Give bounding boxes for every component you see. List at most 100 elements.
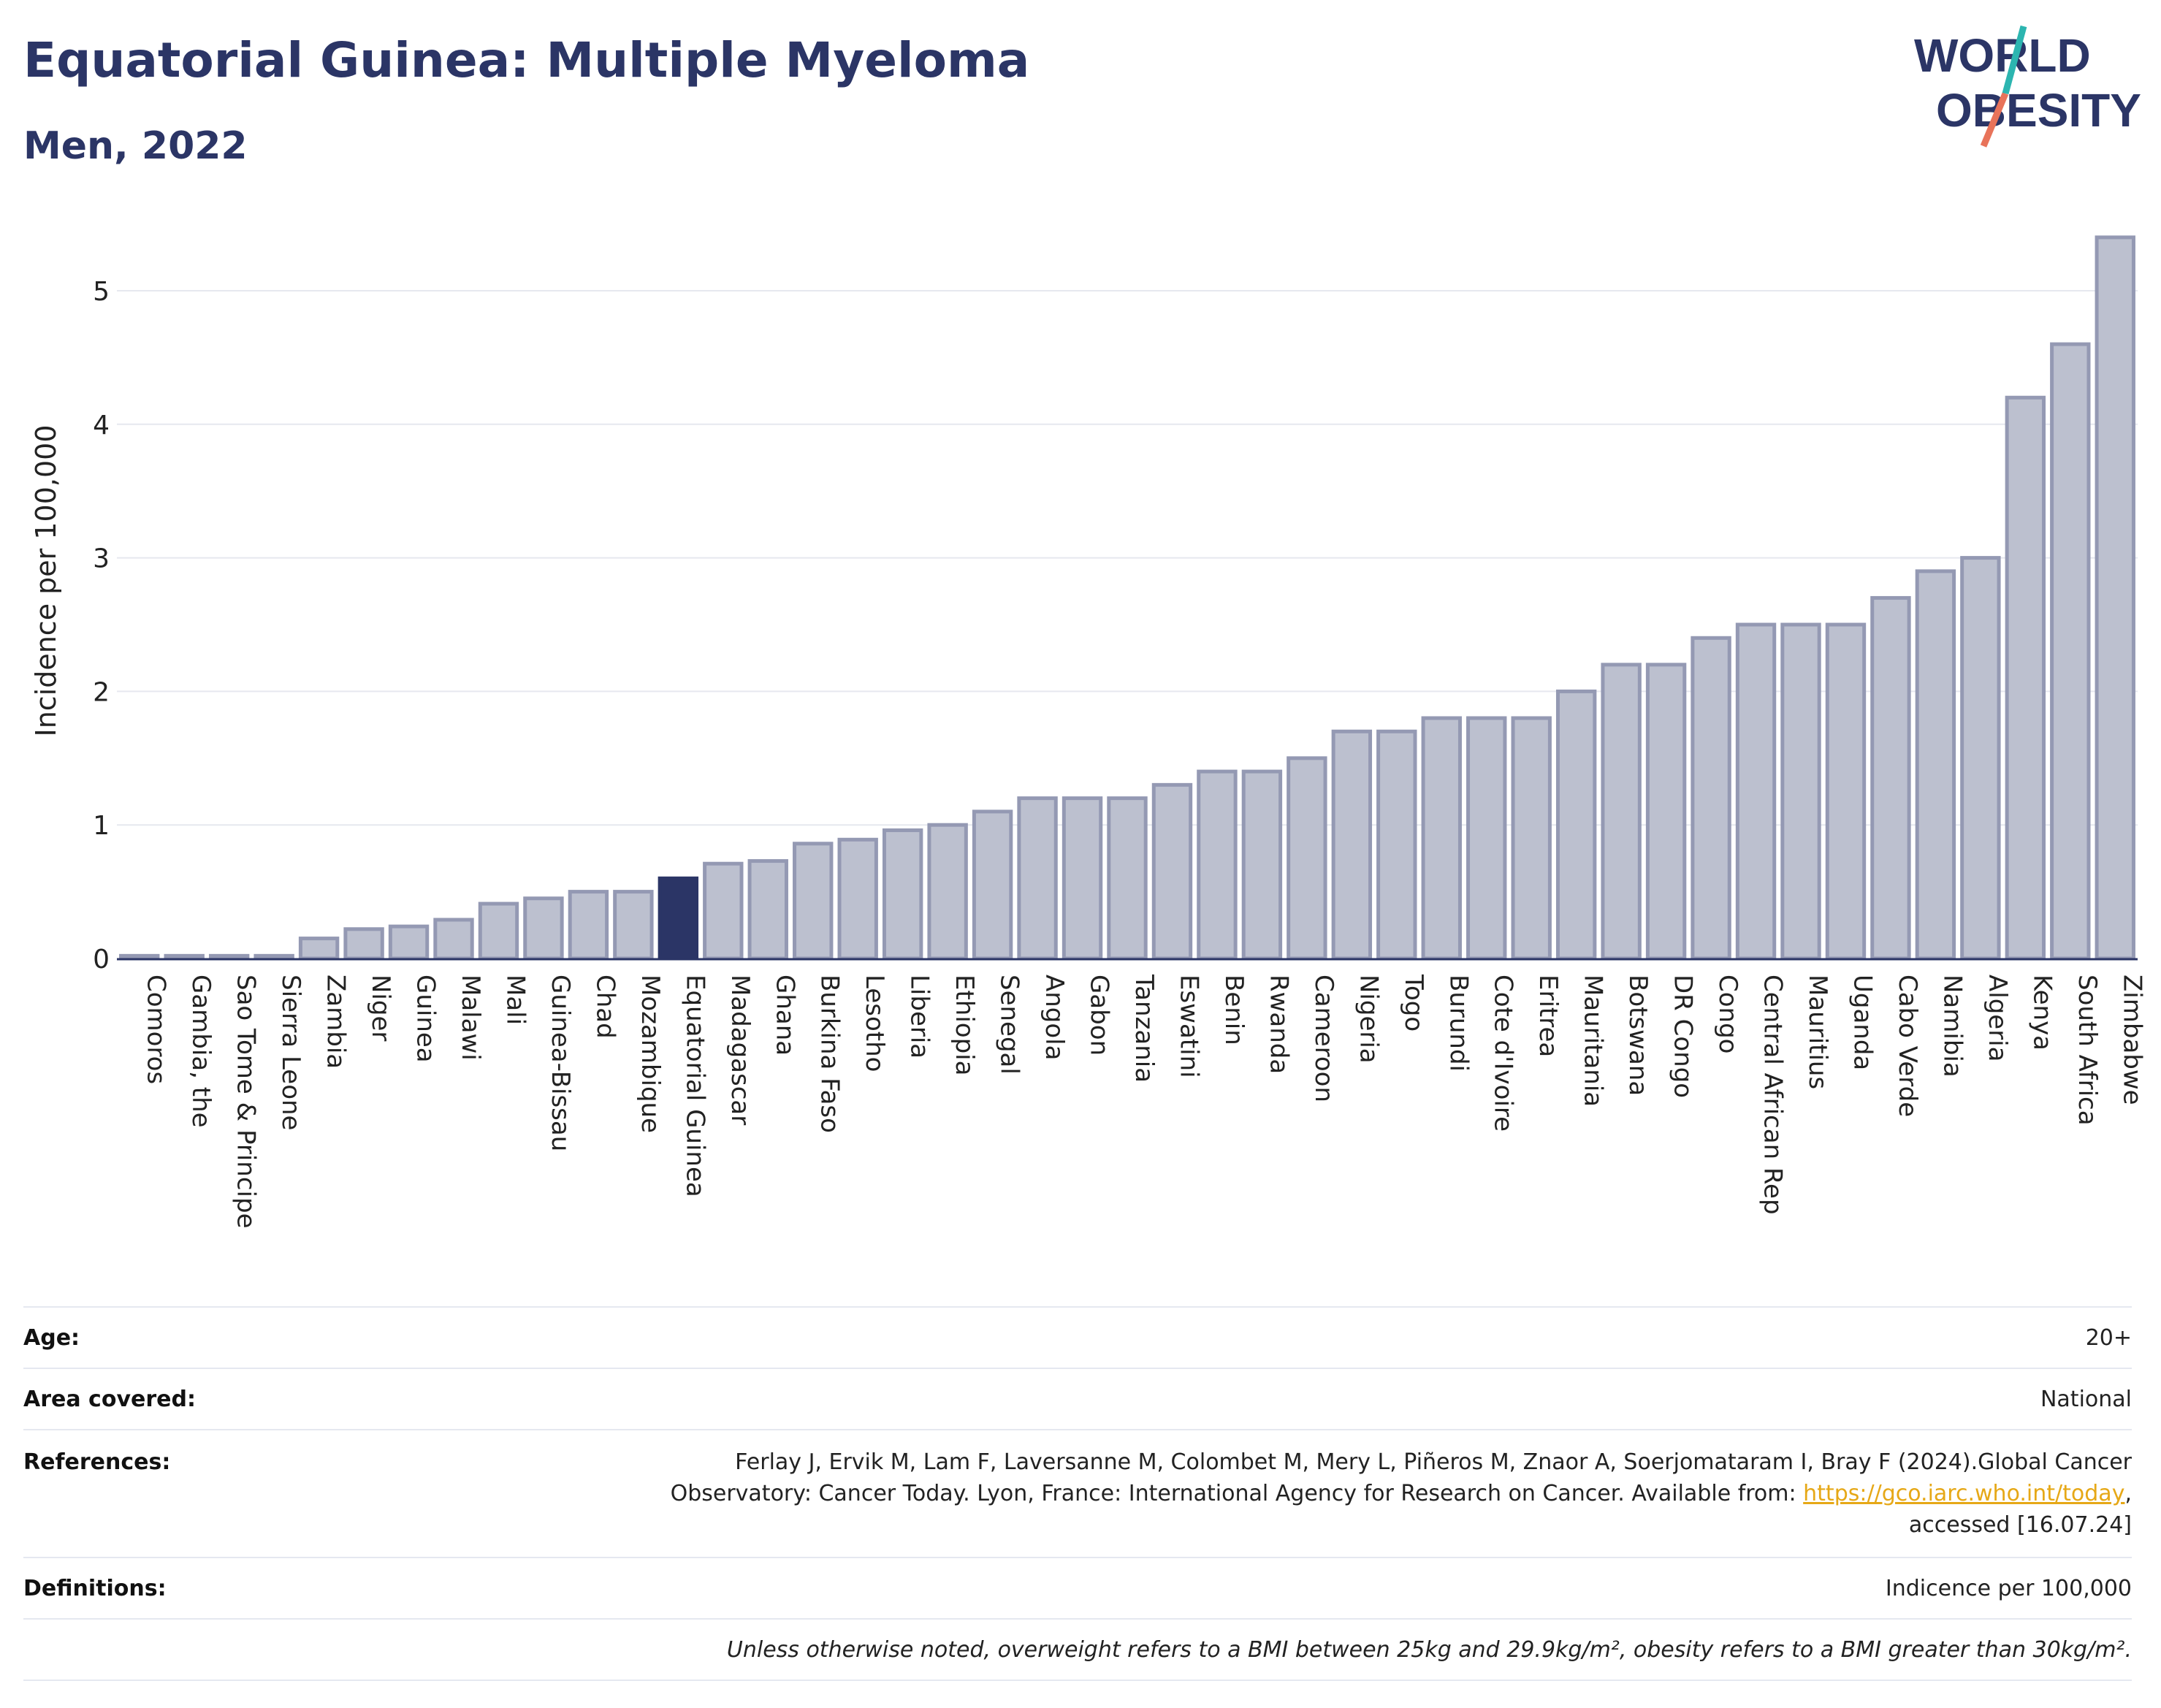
bar <box>658 876 699 961</box>
bar <box>1825 622 1867 961</box>
x-tick-label: Burundi <box>1444 975 1473 1072</box>
bar <box>1780 622 1821 961</box>
bar <box>1421 716 1462 961</box>
y-tick-label: 5 <box>93 277 110 307</box>
x-tick-label: Mozambique <box>636 975 665 1133</box>
bars <box>119 235 2135 961</box>
x-tick-label: Senegal <box>995 975 1024 1075</box>
x-tick-label: Guinea-Bissau <box>546 975 575 1151</box>
y-tick-label: 1 <box>93 811 110 841</box>
references-label: References: <box>23 1449 171 1475</box>
bar <box>2050 342 2091 961</box>
bar <box>2095 235 2135 961</box>
x-tick-label: Cabo Verde <box>1893 975 1922 1117</box>
definitions-label: Definitions: <box>23 1575 167 1601</box>
y-axis-label: Incidence per 100,000 <box>30 424 62 736</box>
y-tick-labels: 0 1 2 3 4 5 <box>93 277 110 975</box>
bar <box>1151 782 1193 961</box>
area-label: Area covered: <box>23 1386 196 1412</box>
x-tick-label: Gambia, the <box>186 975 216 1128</box>
x-tick-label: Kenya <box>2027 975 2057 1051</box>
bar <box>478 901 519 961</box>
bar <box>119 953 160 961</box>
bar <box>1331 729 1373 961</box>
bar <box>927 823 968 961</box>
x-tick-label: Burkina Faso <box>815 975 845 1133</box>
x-tick-label: Madagascar <box>725 975 755 1125</box>
x-tick-label: Sao Tome & Principe <box>232 975 261 1229</box>
bar <box>1645 663 1687 961</box>
x-tick-label: Eritrea <box>1533 975 1563 1057</box>
x-tick-label: Togo <box>1399 974 1428 1032</box>
bar <box>1466 716 1507 961</box>
references-link[interactable]: https://gco.iarc.who.int/today <box>1803 1481 2125 1506</box>
x-tick-label: Mauritania <box>1579 975 1608 1107</box>
x-tick-label: Guinea <box>411 975 441 1063</box>
chart-title: Equatorial Guinea: Multiple Myeloma <box>23 32 1030 88</box>
area-value: National <box>2040 1386 2132 1412</box>
x-tick-label: Tanzania <box>1129 974 1159 1083</box>
bar <box>433 918 474 961</box>
age-label: Age: <box>23 1324 80 1351</box>
bar <box>254 953 294 961</box>
x-tick-label: Mali <box>500 975 530 1025</box>
x-tick-label: Namibia <box>1937 975 1967 1078</box>
info-table: Age: 20+ Area covered: National Referenc… <box>23 1306 2132 1681</box>
x-tick-label: Ghana <box>770 975 799 1056</box>
x-tick-label: Nigeria <box>1354 975 1383 1064</box>
age-value: 20+ <box>2085 1324 2132 1351</box>
bar <box>164 953 205 961</box>
x-tick-label: Equatorial Guinea <box>680 975 709 1197</box>
bar <box>2005 395 2046 961</box>
x-tick-label: Uganda <box>1848 975 1877 1070</box>
references-line2: Observatory: Cancer Today. Lyon, France:… <box>670 1481 1804 1506</box>
bar <box>208 953 250 961</box>
x-tick-label: Congo <box>1713 975 1742 1053</box>
bar <box>972 809 1013 961</box>
x-tick-label: Malawi <box>456 975 485 1061</box>
x-tick-label: Angola <box>1040 975 1069 1060</box>
bar <box>1555 689 1597 961</box>
info-row-age: Age: 20+ <box>23 1306 2132 1368</box>
bar <box>837 837 878 961</box>
x-tick-label: Rwanda <box>1264 975 1293 1074</box>
y-tick-label: 4 <box>93 411 110 441</box>
bar <box>747 859 788 961</box>
x-tick-label: Niger <box>366 975 395 1041</box>
bar <box>1691 636 1731 961</box>
x-tick-label: Mauritius <box>1803 975 1832 1089</box>
logo-slash-teal <box>2002 25 2027 95</box>
bar <box>388 924 430 961</box>
x-tick-label: Eswatini <box>1174 975 1203 1078</box>
x-tick-label: Ethiopia <box>950 975 979 1075</box>
logo-slash-red <box>1980 92 2009 148</box>
x-tick-label: Zambia <box>321 975 351 1069</box>
bar <box>1107 796 1148 961</box>
x-tick-label: Comoros <box>142 975 171 1084</box>
bar <box>1197 769 1238 961</box>
x-tick-label: Central African Rep <box>1758 975 1788 1215</box>
info-row-references: References: Ferlay J, Ervik M, Lam F, La… <box>23 1429 2132 1557</box>
world-obesity-logo: WORLD OBESITY <box>1914 25 2141 148</box>
bar <box>343 927 384 961</box>
references-line3: accessed [16.07.24] <box>1908 1512 2132 1538</box>
bar <box>1062 796 1103 961</box>
x-tick-label: South Africa <box>2073 975 2102 1126</box>
y-tick-label: 2 <box>93 677 110 707</box>
x-tick-label: Liberia <box>905 975 934 1059</box>
bar <box>1511 716 1552 961</box>
x-tick-label: Sierra Leone <box>276 975 305 1130</box>
x-tick-label: Zimbabwe <box>2117 975 2146 1105</box>
x-tick-label: Benin <box>1219 975 1249 1045</box>
bar <box>613 890 654 961</box>
logo-text-line2: OBESITY <box>1936 84 2141 137</box>
x-tick-label: Lesotho <box>860 975 889 1072</box>
bar <box>568 890 609 961</box>
info-row-area: Area covered: National <box>23 1368 2132 1429</box>
x-tick-label: Cameroon <box>1309 975 1338 1102</box>
bar <box>1241 769 1283 961</box>
y-tick-label: 0 <box>93 945 110 975</box>
x-tick-label: Cote d'Ivoire <box>1489 975 1518 1132</box>
bar <box>298 937 340 961</box>
bar <box>1915 569 1956 961</box>
